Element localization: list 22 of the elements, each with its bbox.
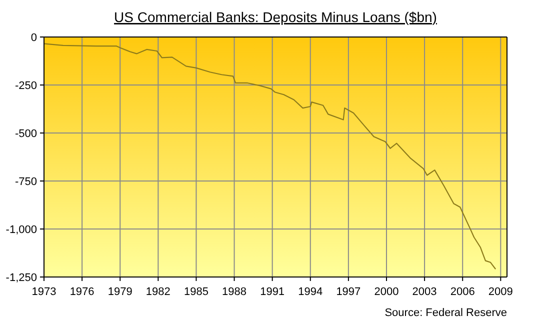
y-tick-label: -250 xyxy=(14,80,37,92)
x-tick-label: 2009 xyxy=(488,286,513,298)
x-tick-label: 2006 xyxy=(450,286,475,298)
y-tick-label: 0 xyxy=(30,32,37,44)
y-tick-label: -1,250 xyxy=(6,272,37,284)
x-tick-label: 2003 xyxy=(412,286,437,298)
x-tick-label: 2000 xyxy=(374,286,399,298)
y-tick-label: -1,000 xyxy=(6,224,37,236)
x-tick-label: 1985 xyxy=(184,286,208,298)
x-tick-label: 1994 xyxy=(298,286,323,298)
x-tick-label: 1982 xyxy=(146,286,170,298)
x-tick-label: 1991 xyxy=(260,286,285,298)
x-tick-label: 1973 xyxy=(32,286,56,298)
x-tick-label: 1997 xyxy=(336,286,361,298)
x-tick-label: 1976 xyxy=(70,286,94,298)
source-note: Source: Federal Reserve xyxy=(384,307,507,319)
line-series xyxy=(43,43,496,270)
chart-title: US Commercial Banks: Deposits Minus Loans ($bn) xyxy=(114,9,437,25)
x-tick-label: 1979 xyxy=(108,286,132,298)
y-tick-label: -500 xyxy=(14,128,37,140)
y-tick-label: -750 xyxy=(14,176,37,188)
x-tick-label: 1988 xyxy=(222,286,247,298)
